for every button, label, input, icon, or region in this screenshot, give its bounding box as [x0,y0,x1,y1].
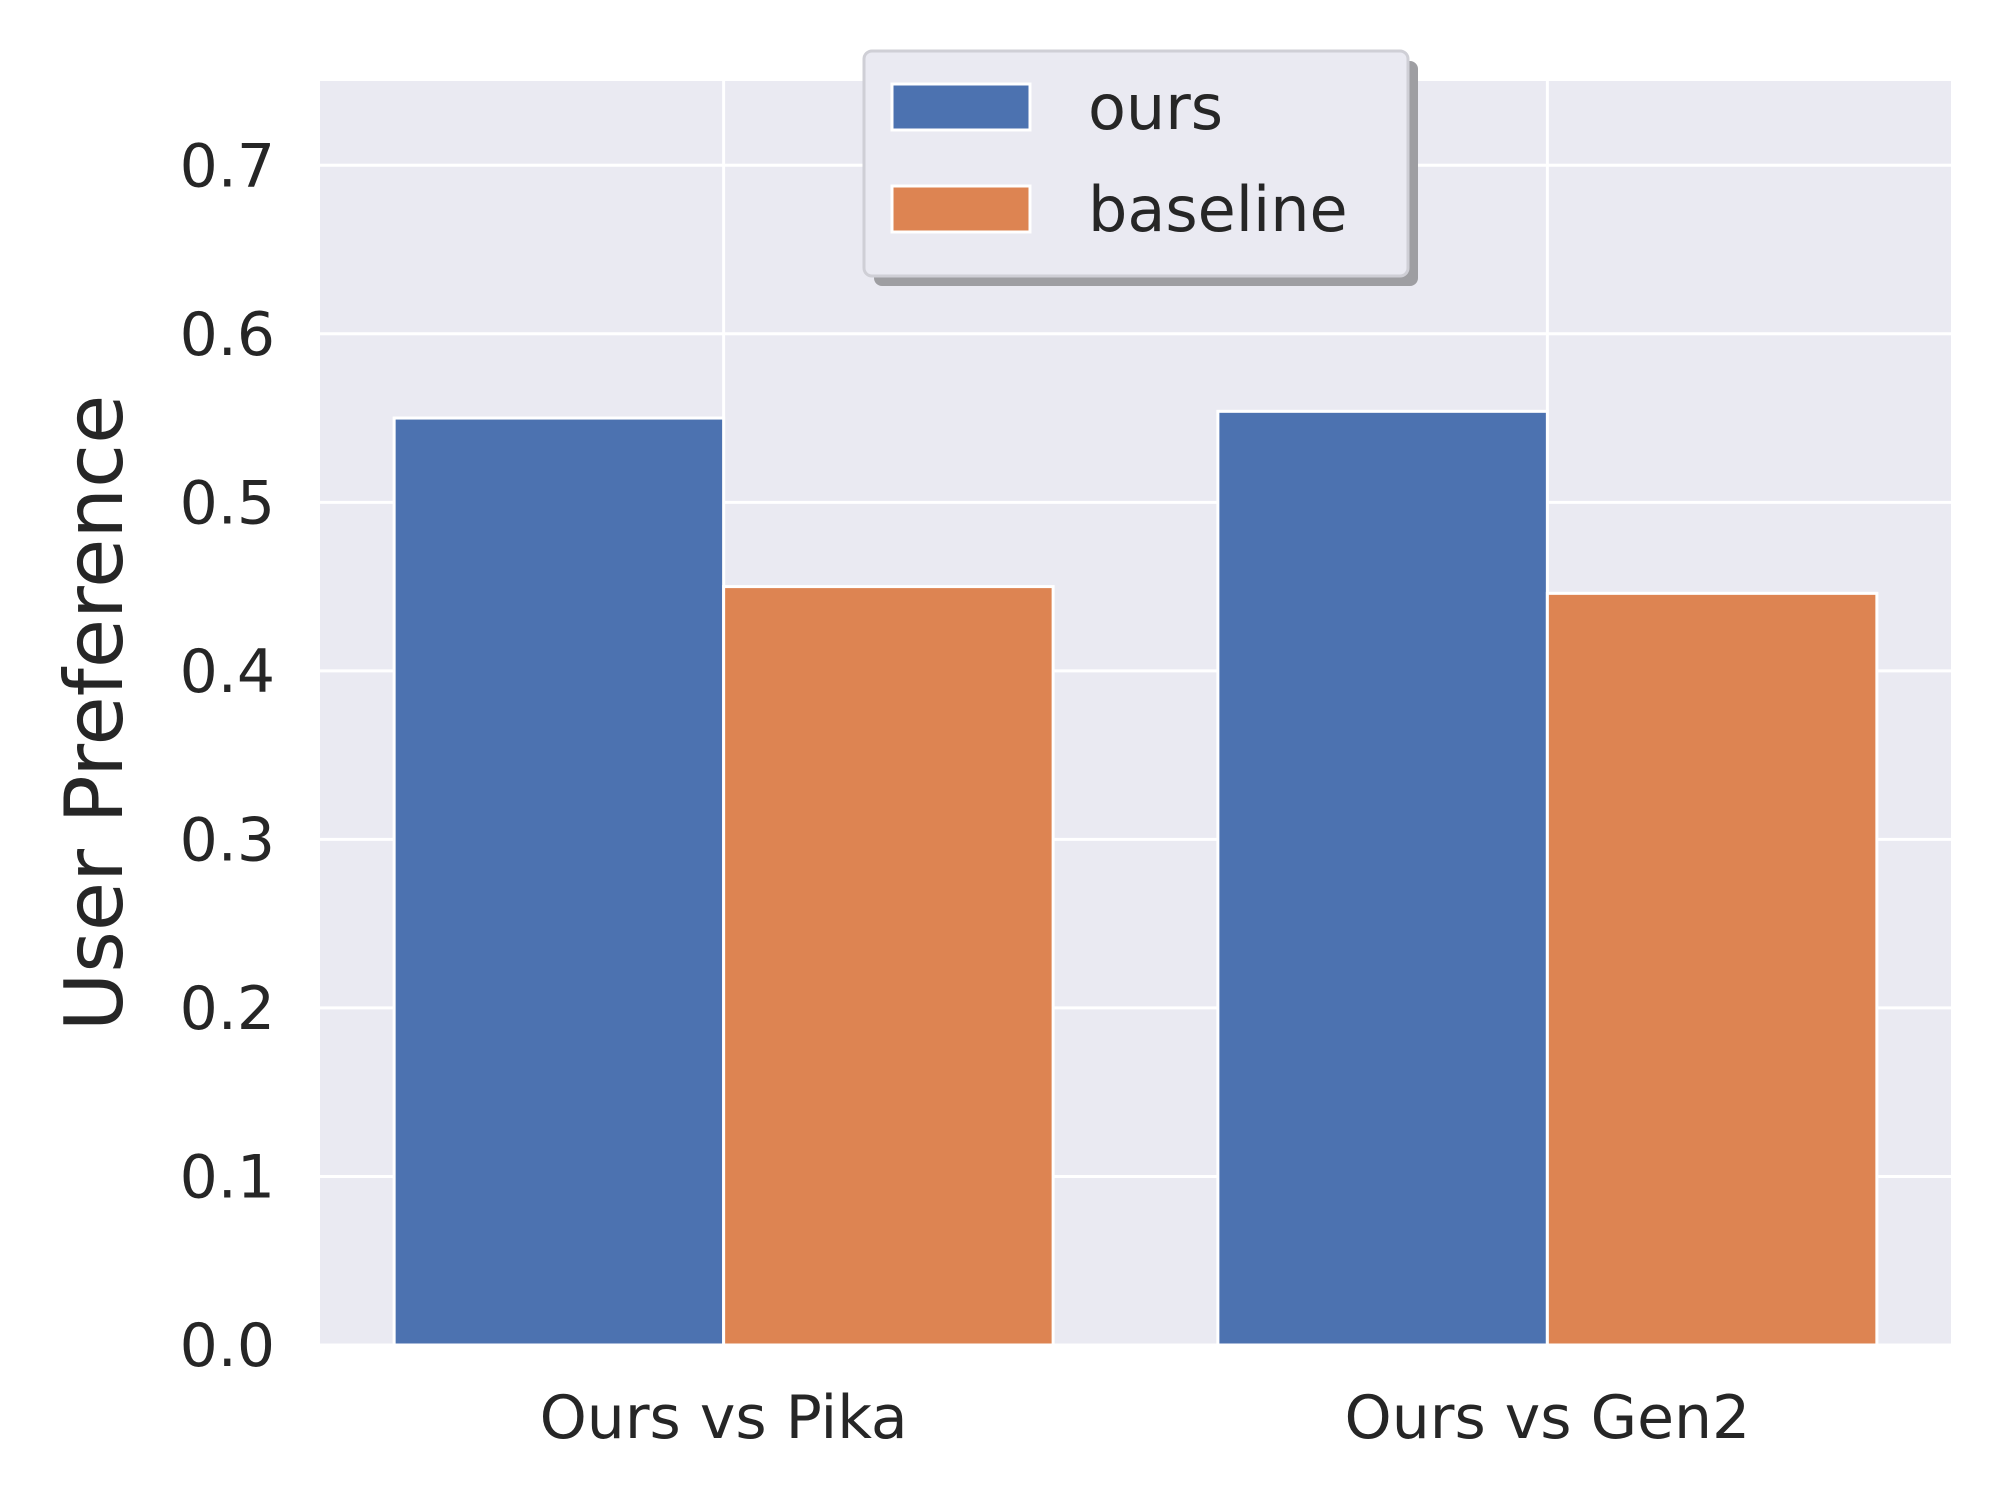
y-tick-label: 0.7 [180,131,275,201]
y-tick-label: 0.3 [180,805,275,875]
y-tick-label: 0.2 [180,974,275,1044]
y-tick-label: 0.1 [180,1142,275,1212]
x-tick-labels: Ours vs Pika Ours vs Gen2 [540,1383,1751,1453]
y-tick-label: 0.5 [180,468,275,538]
bar-ours-1 [1216,409,1549,1347]
legend-swatch-ours [890,82,1032,132]
x-tick-label: Ours vs Gen2 [1345,1383,1751,1453]
legend-label-ours: ours [1088,71,1223,144]
y-tick-label: 0.0 [180,1311,275,1381]
y-tick-label: 0.4 [180,637,275,707]
y-tick-labels: 0.0 0.1 0.2 0.3 0.4 0.5 0.6 0.7 [180,131,275,1381]
x-tick-label: Ours vs Pika [540,1383,908,1453]
legend: ours baseline [862,49,1418,286]
legend-label-baseline: baseline [1088,173,1348,246]
bar-baseline-0 [722,585,1055,1347]
bar-ours-0 [392,416,726,1347]
y-tick-label: 0.6 [180,300,275,370]
y-axis-label: User Preference [48,395,141,1032]
bar-baseline-1 [1545,591,1879,1347]
bars [392,409,1879,1347]
legend-swatch-baseline [890,184,1032,234]
